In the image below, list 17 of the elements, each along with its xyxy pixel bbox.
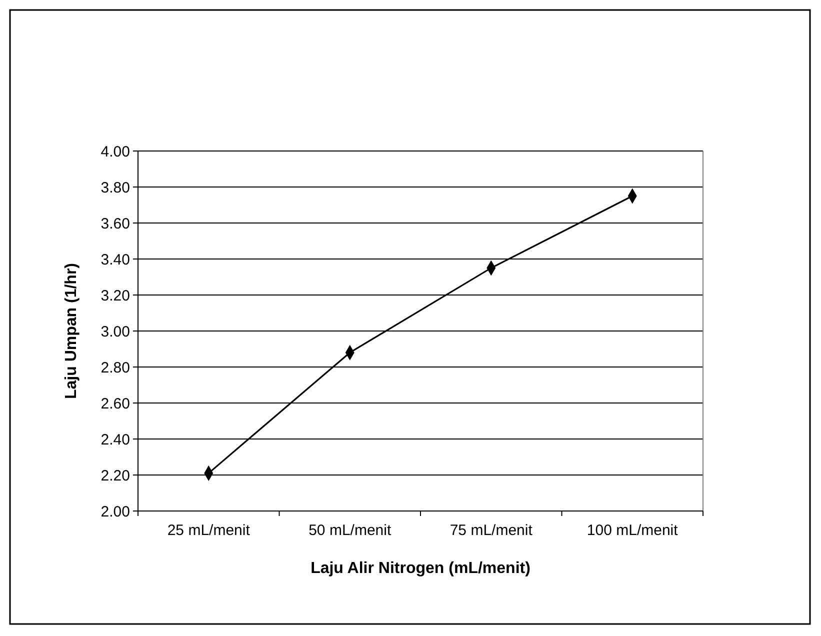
x-tick-label: 25 mL/menit [167,522,251,539]
y-axis-title: Laju Umpan (1/hr) [63,262,80,400]
y-tick-label: 3.80 [100,179,130,196]
y-tick-label: 3.00 [100,323,130,340]
y-tick-label: 3.60 [100,215,130,232]
y-tick-label: 2.80 [100,359,130,376]
x-tick-label: 50 mL/menit [308,522,392,539]
y-tick-label: 2.00 [100,503,130,520]
x-tick-label: 100 mL/menit [586,522,679,539]
y-tick-label: 4.00 [100,143,130,160]
x-axis-title: Laju Alir Nitrogen (mL/menit) [310,560,530,577]
y-tick-label: 2.60 [100,395,130,412]
y-tick-label: 3.40 [100,251,130,268]
x-tick-label: 75 mL/menit [450,522,534,539]
y-tick-label: 2.20 [100,467,130,484]
y-tick-label: 2.40 [100,431,130,448]
y-tick-label: 3.20 [100,287,130,304]
